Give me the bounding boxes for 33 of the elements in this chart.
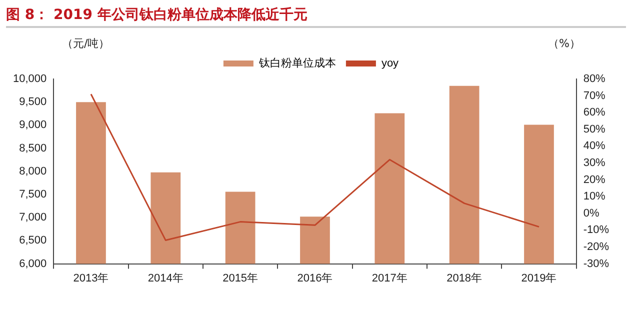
y2-tick-label: 50% <box>583 123 606 136</box>
x-tick-label: 2019年 <box>521 272 557 284</box>
y-axis-title: （元/吨） <box>62 36 110 51</box>
y-tick-label: 7,500 <box>19 188 47 201</box>
legend-label: yoy <box>381 58 400 70</box>
x-tick-label: 2015年 <box>222 272 258 284</box>
y2-tick-label: 70% <box>583 90 606 102</box>
x-tick-label: 2017年 <box>372 272 408 284</box>
y-tick-label: 8,000 <box>19 165 47 178</box>
y2-tick-label: -30% <box>583 258 610 270</box>
x-tick-label: 2013年 <box>73 272 109 284</box>
x-tick-label: 2018年 <box>446 272 482 284</box>
y2-tick-label: 40% <box>583 140 606 152</box>
y-tick-label: 6,500 <box>19 234 47 247</box>
x-tick-label: 2016年 <box>297 272 333 284</box>
y-tick-label: 8,500 <box>19 142 47 154</box>
y-tick-label: 7,000 <box>19 212 47 224</box>
y2-tick-label: 30% <box>583 157 606 170</box>
y-tick-label: 9,000 <box>19 119 47 132</box>
y2-tick-label: 0% <box>583 207 600 220</box>
y-tick-label: 10,000 <box>12 73 47 86</box>
y2-tick-label: 20% <box>583 174 606 186</box>
legend-label: 钛白粉单位成本 <box>258 56 336 70</box>
y2-tick-label: 60% <box>583 106 606 119</box>
y2-tick-label: -10% <box>583 224 610 236</box>
chart-title: 图 8： 2019 年公司钛白粉单位成本降低近千元 <box>6 4 626 28</box>
y2-tick-label: -20% <box>583 241 610 254</box>
y2-axis-title: （%） <box>548 36 580 51</box>
x-tick-label: 2014年 <box>148 272 184 284</box>
y2-tick-label: 80% <box>583 73 606 86</box>
y2-tick-label: 10% <box>583 190 606 203</box>
y-tick-label: 6,000 <box>19 258 47 270</box>
y-tick-label: 9,500 <box>19 96 47 108</box>
